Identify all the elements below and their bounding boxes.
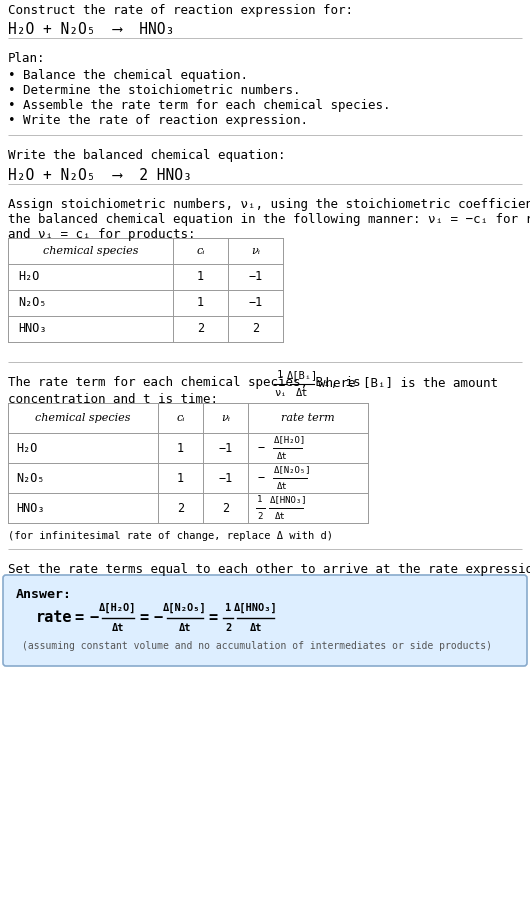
- Text: 1: 1: [197, 297, 204, 309]
- Text: rate: rate: [36, 611, 73, 625]
- Text: Set the rate terms equal to each other to arrive at the rate expression:: Set the rate terms equal to each other t…: [8, 563, 530, 576]
- Text: cᵢ: cᵢ: [196, 246, 205, 256]
- Text: the balanced chemical equation in the following manner: νᵢ = −cᵢ for reactants: the balanced chemical equation in the fo…: [8, 213, 530, 226]
- Text: Δ[HNO₃]: Δ[HNO₃]: [270, 495, 307, 504]
- Text: −1: −1: [218, 441, 233, 454]
- Text: Construct the rate of reaction expression for:: Construct the rate of reaction expressio…: [8, 4, 353, 17]
- Text: rate term: rate term: [281, 413, 335, 423]
- Text: −: −: [154, 611, 163, 625]
- Text: νᵢ: νᵢ: [274, 388, 287, 398]
- Text: 2: 2: [222, 501, 229, 514]
- Text: Δt: Δt: [179, 623, 191, 633]
- Text: Δ[N₂O₅]: Δ[N₂O₅]: [163, 602, 207, 613]
- Text: =: =: [208, 611, 218, 625]
- Text: −1: −1: [218, 471, 233, 484]
- Text: • Balance the chemical equation.: • Balance the chemical equation.: [8, 69, 248, 82]
- Text: =: =: [139, 611, 148, 625]
- Text: cᵢ: cᵢ: [176, 413, 185, 423]
- Text: concentration and t is time:: concentration and t is time:: [8, 393, 218, 406]
- Text: H₂O + N₂O₅  ⟶  HNO₃: H₂O + N₂O₅ ⟶ HNO₃: [8, 22, 174, 37]
- Text: (assuming constant volume and no accumulation of intermediates or side products): (assuming constant volume and no accumul…: [22, 641, 492, 651]
- Text: chemical species: chemical species: [36, 413, 131, 423]
- Text: 2: 2: [177, 501, 184, 514]
- Text: Δt: Δt: [277, 452, 288, 461]
- Text: 2: 2: [257, 512, 263, 521]
- Text: Δt: Δt: [277, 482, 288, 491]
- Text: Write the balanced chemical equation:: Write the balanced chemical equation:: [8, 149, 286, 162]
- Text: 1: 1: [177, 471, 184, 484]
- Text: Δt: Δt: [250, 623, 262, 633]
- Text: (for infinitesimal rate of change, replace Δ with d): (for infinitesimal rate of change, repla…: [8, 531, 333, 541]
- Text: • Determine the stoichiometric numbers.: • Determine the stoichiometric numbers.: [8, 84, 301, 97]
- Text: Δ[H₂O]: Δ[H₂O]: [274, 435, 306, 444]
- Text: where [Bᵢ] is the amount: where [Bᵢ] is the amount: [318, 376, 498, 389]
- Text: 1: 1: [197, 270, 204, 284]
- Text: The rate term for each chemical species, Bᵢ, is: The rate term for each chemical species,…: [8, 376, 360, 389]
- Text: Answer:: Answer:: [16, 588, 72, 601]
- Text: Δ[Bᵢ]: Δ[Bᵢ]: [287, 370, 318, 380]
- Text: 1: 1: [277, 370, 284, 380]
- Text: • Assemble the rate term for each chemical species.: • Assemble the rate term for each chemic…: [8, 99, 391, 112]
- Text: H₂O + N₂O₅  ⟶  2 HNO₃: H₂O + N₂O₅ ⟶ 2 HNO₃: [8, 168, 192, 183]
- Text: 1: 1: [257, 495, 263, 504]
- Text: −: −: [258, 471, 265, 484]
- Text: νᵢ: νᵢ: [251, 246, 260, 256]
- Text: Plan:: Plan:: [8, 52, 46, 65]
- Text: and νᵢ = cᵢ for products:: and νᵢ = cᵢ for products:: [8, 228, 196, 241]
- Text: 2: 2: [225, 623, 232, 633]
- Text: N₂O₅: N₂O₅: [18, 297, 47, 309]
- Text: H₂O: H₂O: [16, 441, 38, 454]
- FancyBboxPatch shape: [3, 575, 527, 666]
- Text: Δ[N₂O₅]: Δ[N₂O₅]: [274, 465, 312, 474]
- Text: Δt: Δt: [296, 388, 308, 398]
- Text: Δt: Δt: [275, 512, 286, 521]
- Text: 2: 2: [252, 322, 259, 336]
- Text: −1: −1: [249, 297, 263, 309]
- Text: −: −: [258, 441, 265, 454]
- Text: H₂O: H₂O: [18, 270, 39, 284]
- Text: 1: 1: [177, 441, 184, 454]
- Text: HNO₃: HNO₃: [18, 322, 47, 336]
- Text: −1: −1: [249, 270, 263, 284]
- Text: 1: 1: [225, 603, 232, 613]
- Text: =: =: [74, 611, 83, 625]
- Text: νᵢ: νᵢ: [221, 413, 230, 423]
- Text: −: −: [89, 611, 98, 625]
- Text: • Write the rate of reaction expression.: • Write the rate of reaction expression.: [8, 114, 308, 127]
- Text: Δ[HNO₃]: Δ[HNO₃]: [234, 602, 278, 613]
- Text: Δ[H₂O]: Δ[H₂O]: [99, 602, 137, 613]
- Text: N₂O₅: N₂O₅: [16, 471, 45, 484]
- Text: 2: 2: [197, 322, 204, 336]
- Text: HNO₃: HNO₃: [16, 501, 45, 514]
- Text: chemical species: chemical species: [43, 246, 138, 256]
- Text: Assign stoichiometric numbers, νᵢ, using the stoichiometric coefficients, cᵢ, fr: Assign stoichiometric numbers, νᵢ, using…: [8, 198, 530, 211]
- Text: Δt: Δt: [112, 623, 124, 633]
